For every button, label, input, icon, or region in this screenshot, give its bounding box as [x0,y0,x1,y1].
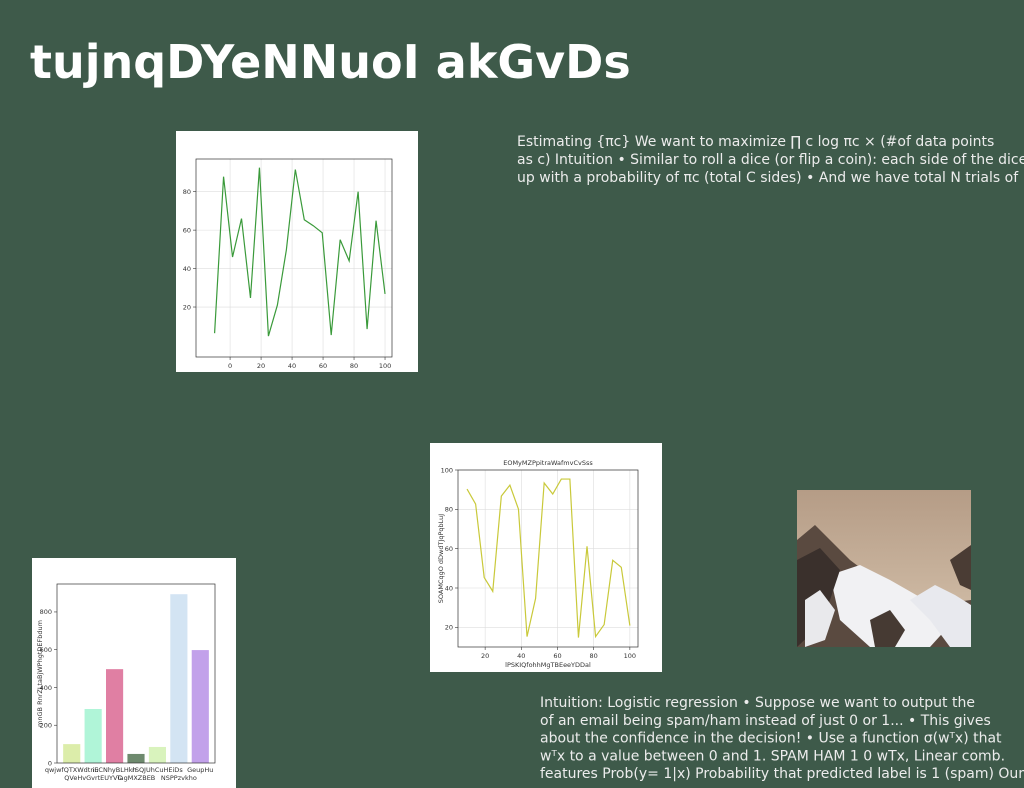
x-tick-label: TagMXZBEB [116,774,156,782]
text-line: up with a probability of πc (total C sid… [517,170,1019,186]
text-line: about the confidence in the decision! • … [540,731,1002,747]
text-block: Estimating {πc} We want to maximize ∏ c … [517,134,1024,186]
chart: 20 40 60 80 0 20 40 60 80 100 [176,131,418,372]
bar [148,746,166,763]
chart-background [430,443,662,672]
text-line: Estimating {πc} We want to maximize ∏ c … [517,134,994,150]
plot-frame [457,469,639,648]
chart: 0 200 400 600 800 qwjwfQTXWdtnuQVeHvGvrtEUYVC… [32,558,236,788]
y-tick-label: 40 [445,584,453,592]
text-line: as c) Intuition • Similar to roll a dice… [517,152,1024,168]
x-tick-label: 0 [228,362,232,370]
x-tick-label: 100 [624,652,636,660]
plot-frame [56,583,216,764]
y-axis-label: mnGB RnrZLtaBjWPhgtDEFbdum [36,620,44,727]
data-line [466,478,631,639]
y-axis-label: SOAMCqgO dDwdTJqPqbLuJ [437,514,445,604]
bar [63,744,81,763]
text-line: Intuition: Logistic regression • Suppose… [540,695,975,711]
y-tick-label: 20 [183,303,191,311]
bar [191,650,209,763]
x-tick-label: 40 [288,362,296,370]
bar [127,753,145,763]
bar [106,669,124,763]
y-tick-label: 800 [40,608,52,616]
text-line: wᵀx to a value between 0 and 1. SPAM HAM… [540,748,1005,764]
x-tick-label: 60 [319,362,327,370]
bar [170,594,188,763]
chart-background [176,131,418,372]
text-block: Intuition: Logistic regression • Suppose… [540,695,1024,782]
x-tick-label: rSQJUhCuHEiDs [132,766,183,774]
x-tick-label: 100 [379,362,391,370]
data-line [213,167,386,337]
y-tick-label: 0 [48,759,52,767]
x-tick-label: 80 [590,652,598,660]
y-tick-label: 60 [445,545,453,553]
y-tick-label: 400 [40,684,52,692]
y-tick-label: 80 [183,188,191,196]
mountain-photo [797,490,971,647]
x-tick-label: 20 [257,362,265,370]
y-tick-label: 100 [441,466,453,474]
x-tick-label: 20 [481,652,489,660]
y-tick-label: 20 [445,624,453,632]
x-tick-label: 40 [517,652,525,660]
chart-title: EOMyMZPpitraWafmvCvSss [503,459,593,467]
x-axis-label: lPSKIQfohhMgTBEeeYDDal [505,661,591,669]
chart: 20 40 60 80 100 20 40 60 80 100 EOMyMZPpitraWafmvC… [430,443,662,672]
x-tick-label: QVeHvGvrtEUYVC [64,774,122,782]
slide-title: tujnqDYeNNuoI akGvDs [30,35,631,89]
y-tick-label: 40 [183,265,191,273]
y-tick-label: 600 [40,646,52,654]
text-line: of an email being spam/ham instead of ju… [540,713,991,729]
x-tick-label: qwjwfQTXWdtnu [45,766,99,774]
plot-frame [195,158,393,358]
x-tick-label: 60 [553,652,561,660]
y-tick-label: 80 [445,506,453,514]
x-tick-label: iECNhyBLHkh [93,766,137,774]
y-tick-label: 60 [183,226,191,234]
bar [84,708,102,763]
x-tick-label: GeupHu [187,766,213,774]
y-tick-label: 200 [40,722,52,730]
x-tick-label: NSPPzvkho [161,774,197,782]
text-line: features Prob(y= 1|x) Probability that p… [540,766,1024,782]
x-tick-label: 80 [350,362,358,370]
